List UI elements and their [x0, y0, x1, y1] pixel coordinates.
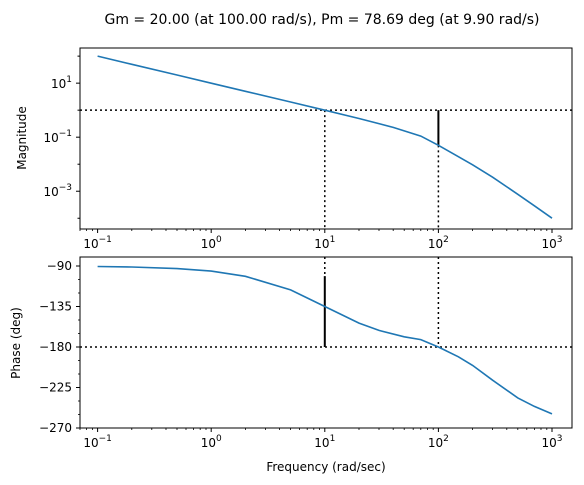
phase-y-axis-label: Phase (deg)	[9, 307, 23, 379]
phase-y-tick-label: −225	[39, 381, 72, 395]
magnitude-axes-frame	[79, 47, 573, 230]
magnitude-reference-lines	[80, 109, 572, 229]
magnitude-y-tick-label: 10−3	[43, 183, 72, 199]
phase-y-tick-label: −90	[47, 259, 72, 273]
magnitude-y-tick-label: 101	[51, 75, 72, 91]
phase-y-tick-label: −270	[39, 421, 72, 435]
phase-y-tick-label: −180	[39, 340, 72, 354]
phase-x-tick-label: 102	[428, 434, 449, 450]
magnitude-panel: 10−1 100 101 102 103 10−3 10−1 101 Magnitude	[15, 47, 573, 251]
magnitude-line-0	[97, 55, 553, 219]
phase-x-tick-label: 100	[201, 434, 222, 450]
magnitude-x-ticks: 10−1 100 101 102 103	[79, 229, 563, 251]
phase-series	[97, 265, 553, 415]
magnitude-x-tick-label: 100	[201, 235, 222, 251]
phase-x-tick-label: 103	[541, 434, 562, 450]
phase-y-ticks: −90 −135 −180 −225 −270	[39, 259, 80, 435]
phase-panel: 10−1 100 101 102 103 −90 −135 −180 −225 −270 Pha…	[9, 256, 573, 474]
phase-line-0	[97, 265, 553, 415]
phase-reference-lines	[80, 257, 572, 348]
magnitude-x-tick-label: 103	[541, 235, 562, 251]
phase-axes-frame	[79, 256, 573, 429]
magnitude-y-tick-label: 10−1	[43, 129, 72, 145]
phase-x-tick-label: 10−1	[83, 434, 112, 450]
x-axis-label: Frequency (rad/sec)	[266, 460, 385, 474]
magnitude-x-tick-label: 10−1	[83, 235, 112, 251]
magnitude-x-tick-label: 102	[428, 235, 449, 251]
phase-x-tick-label: 101	[314, 434, 335, 450]
phase-y-tick-label: −135	[39, 300, 72, 314]
magnitude-y-ticks: 10−3 10−1 101	[43, 55, 80, 219]
magnitude-y-axis-label: Magnitude	[15, 106, 29, 170]
magnitude-series	[97, 55, 553, 219]
phase-x-ticks: 10−1 100 101 102 103	[79, 428, 563, 450]
figure-title: Gm = 20.00 (at 100.00 rad/s), Pm = 78.69…	[104, 12, 539, 28]
magnitude-x-tick-label: 101	[314, 235, 335, 251]
